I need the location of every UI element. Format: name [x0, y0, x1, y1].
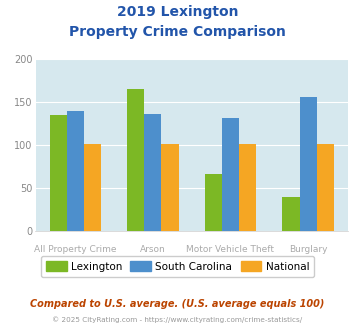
Legend: Lexington, South Carolina, National: Lexington, South Carolina, National	[40, 256, 315, 277]
Text: Motor Vehicle Theft: Motor Vehicle Theft	[186, 245, 274, 254]
Text: Compared to U.S. average. (U.S. average equals 100): Compared to U.S. average. (U.S. average …	[30, 299, 325, 309]
Bar	[239, 144, 256, 231]
Bar	[84, 144, 101, 231]
Bar	[317, 144, 334, 231]
Bar	[205, 174, 222, 231]
Bar	[283, 197, 300, 231]
Text: 2019 Lexington: 2019 Lexington	[117, 5, 238, 19]
Bar	[222, 118, 239, 231]
Bar	[127, 89, 144, 231]
Bar	[67, 111, 84, 231]
Bar	[162, 144, 179, 231]
Text: Burglary: Burglary	[289, 245, 327, 254]
Bar	[50, 115, 67, 231]
Text: Property Crime Comparison: Property Crime Comparison	[69, 25, 286, 39]
Text: © 2025 CityRating.com - https://www.cityrating.com/crime-statistics/: © 2025 CityRating.com - https://www.city…	[53, 316, 302, 323]
Bar	[144, 114, 162, 231]
Bar	[300, 97, 317, 231]
Text: Larceny & Theft: Larceny & Theft	[117, 262, 189, 271]
Text: All Property Crime: All Property Crime	[34, 245, 116, 254]
Text: Arson: Arson	[140, 245, 166, 254]
